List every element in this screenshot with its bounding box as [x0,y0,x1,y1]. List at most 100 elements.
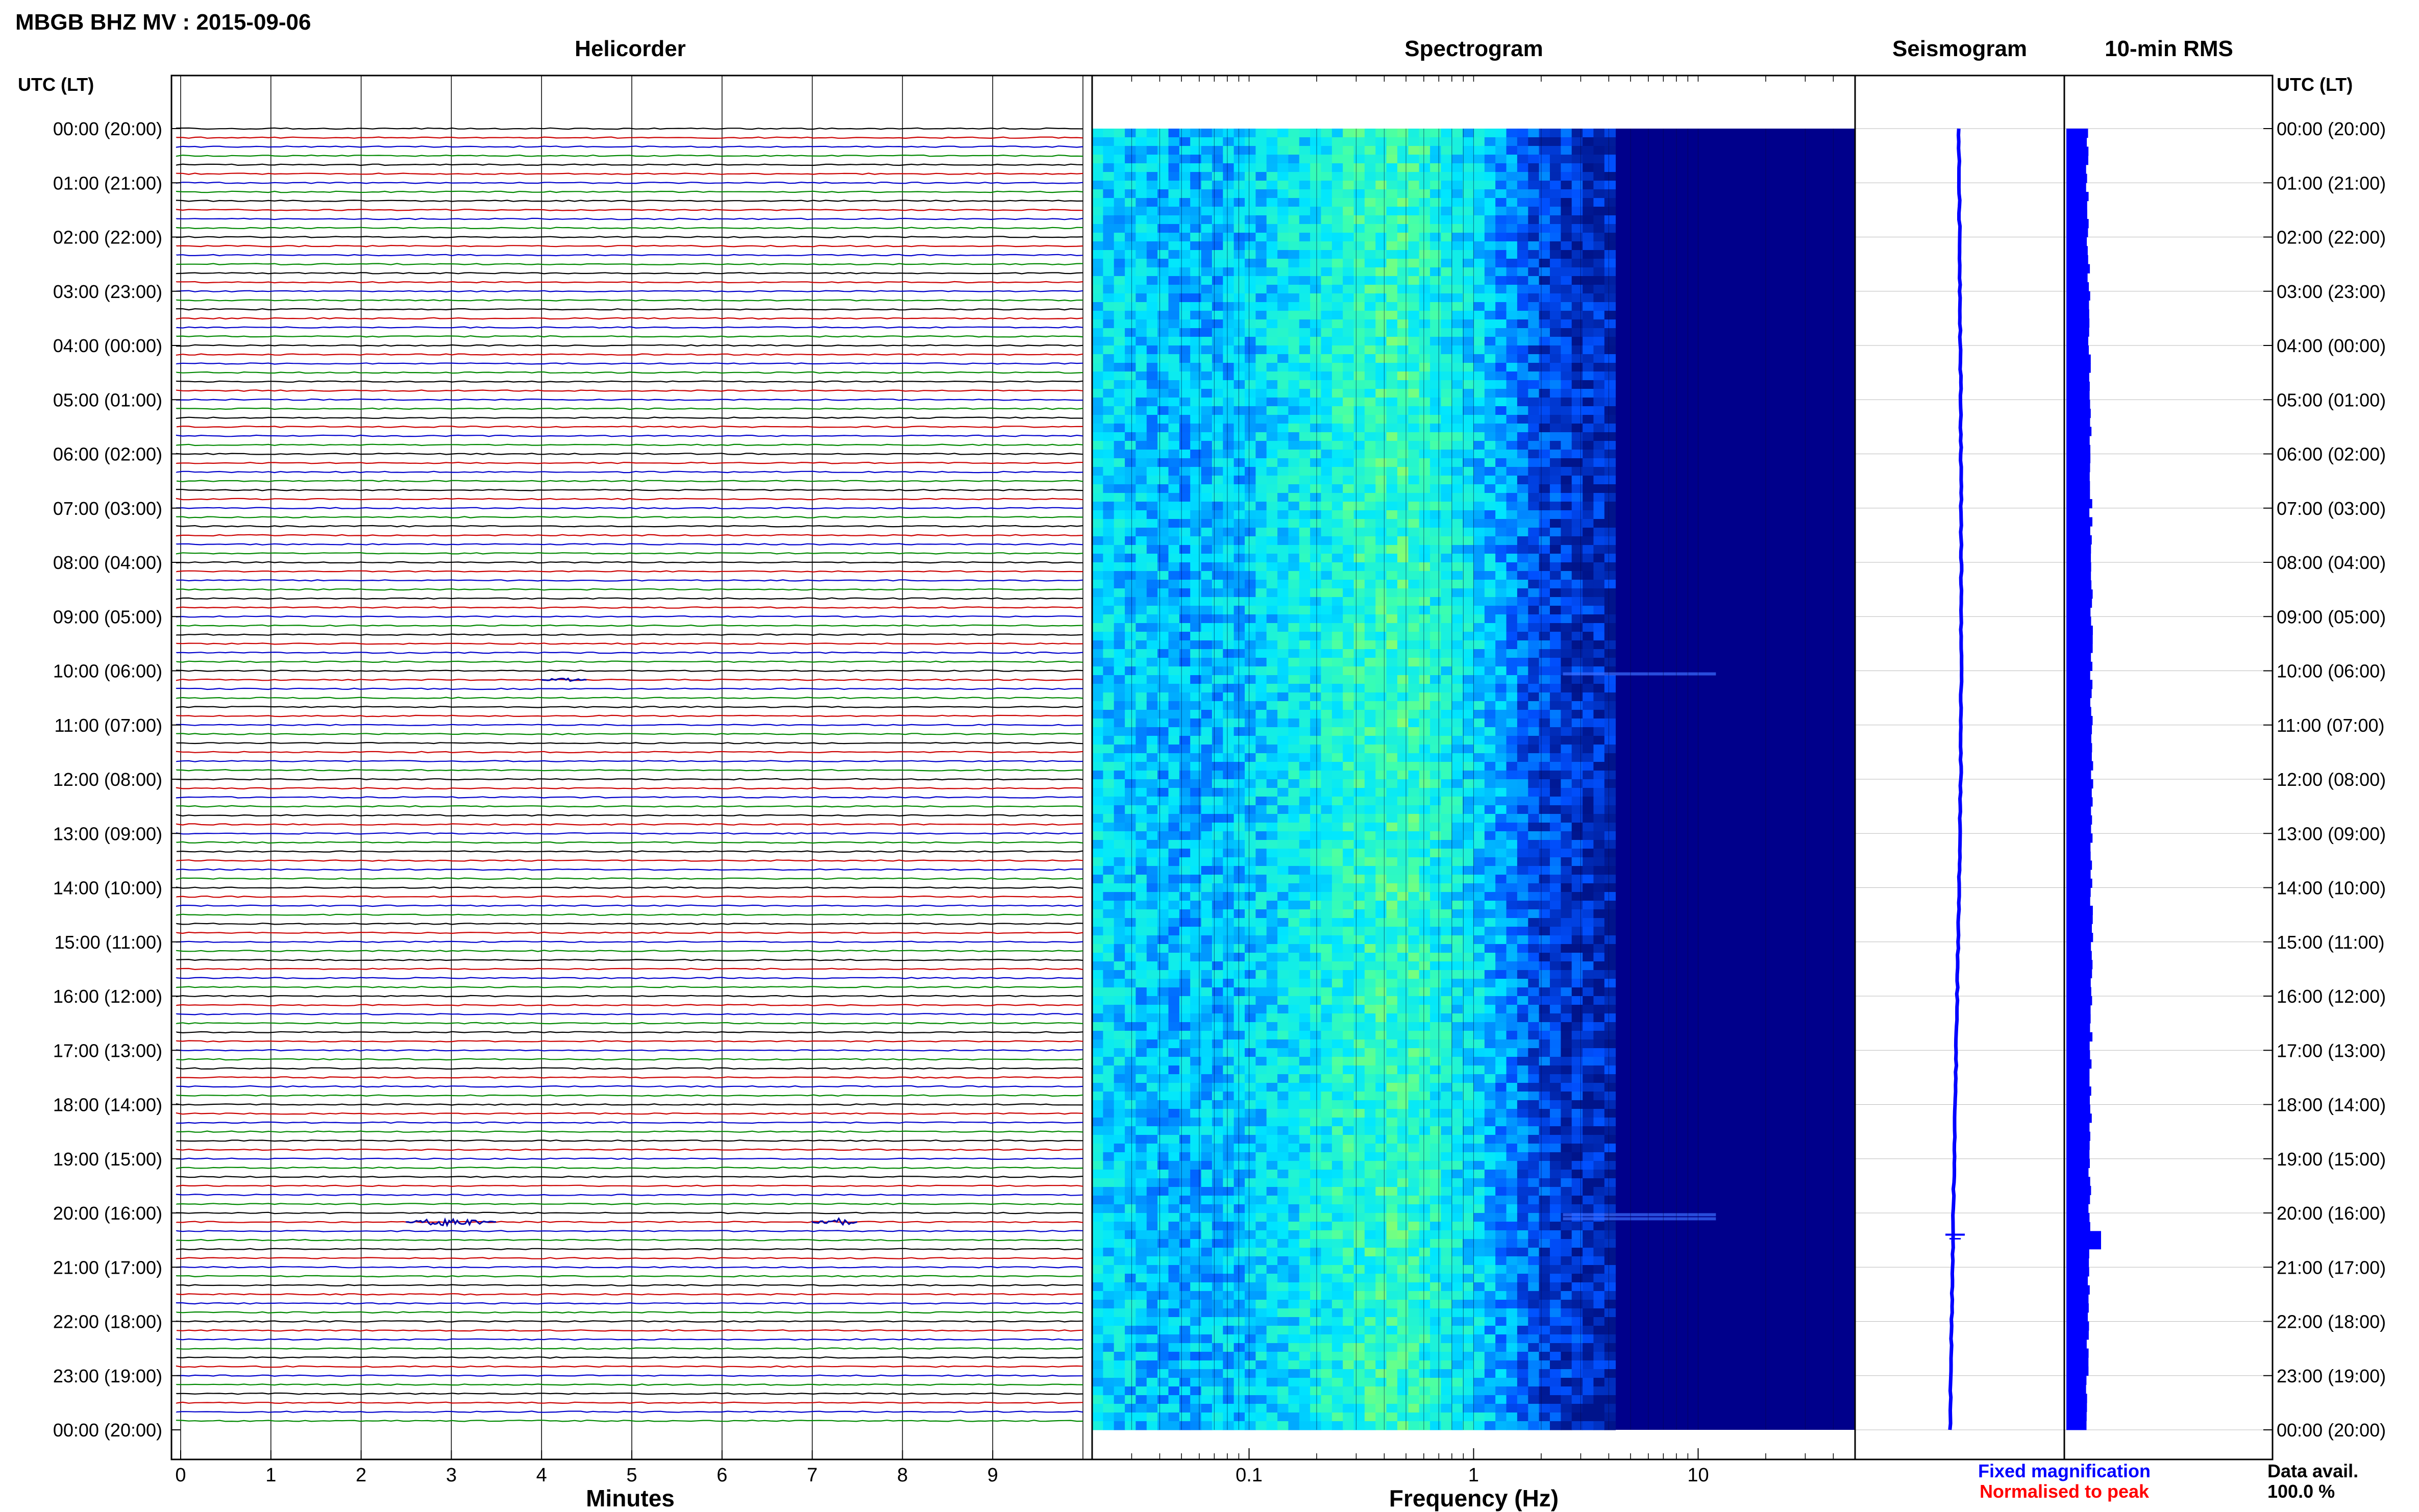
spectrogram-cell [1353,614,1365,624]
spectrogram-cell [1288,1421,1300,1430]
spectrogram-cell [1277,354,1289,363]
spectrogram-cell [1157,1135,1169,1144]
spectrogram-cell [1288,1308,1300,1318]
spectrogram-cell [1397,1317,1409,1326]
spectrogram-cell [1190,1274,1202,1283]
spectrogram-cell [1157,753,1169,762]
spectrogram-cell [1299,788,1311,797]
spectrogram-cell [1233,927,1245,936]
spectrogram-cell [1103,1230,1115,1240]
spectrogram-cell [1343,250,1354,259]
spectrogram-cell [1212,215,1224,225]
spectrogram-cell [1190,771,1202,780]
spectrogram-cell [1190,328,1202,337]
spectrogram-cell [1157,1369,1169,1378]
spectrogram-cell [1136,354,1147,363]
spectrogram-cell [1146,944,1158,953]
spectrogram-cell [1288,502,1300,511]
spectrogram-cell [1103,614,1115,624]
spectrogram-cell [1157,684,1169,693]
spectrogram-cell [1386,207,1398,216]
spectrogram-cell [1343,1126,1354,1135]
spectrogram-cell [1146,779,1158,788]
spectrogram-cell [1212,1308,1224,1318]
spectrogram-cell [1157,580,1169,589]
spectrogram-cell [1212,1421,1224,1430]
spectrogram-cell [1408,701,1420,710]
spectrogram-cell [1245,1404,1256,1413]
spectrogram-cell [1179,354,1191,363]
spectrogram-cell [1408,198,1420,207]
spectrogram-cell [1157,1039,1169,1049]
spectrogram-cell [1168,918,1180,927]
spectrogram-cell [1353,632,1365,641]
spectrogram-cell [1277,1144,1289,1153]
spectrogram-cell [1201,866,1213,875]
spectrogram-cell [1408,1144,1420,1153]
spectrogram-cell [1092,961,1104,971]
spectrogram-cell [1408,623,1420,632]
spectrogram-cell [1212,1196,1224,1205]
spectrogram-cell [1375,1039,1387,1049]
spectrogram-cell [1299,354,1311,363]
spectrogram-cell [1299,1274,1311,1283]
spectrogram-cell [1397,918,1409,927]
spectrogram-cell [1136,762,1147,771]
spectrogram-cell [1441,276,1452,285]
spectrogram-cell [1092,953,1104,962]
spectrogram-cell [1321,987,1332,997]
spectrogram-cell [1364,536,1376,546]
spectrogram-cell [1364,649,1376,658]
spectrogram-cell [1114,371,1125,381]
spectrogram-cell [1331,398,1344,407]
spectrogram-cell [1103,198,1115,207]
spectrogram-cell [1146,189,1158,199]
spectrogram-cell [1233,866,1245,875]
spectrogram-cell [1386,1256,1398,1266]
spectrogram-cell [1430,424,1442,433]
spectrogram-cell [1419,146,1430,155]
spectrogram-cell [1375,389,1387,398]
spectrogram-cell [1419,502,1430,511]
spectrogram-cell [1321,1144,1332,1153]
spectrogram-cell [1223,1109,1235,1118]
spectrogram-cell [1157,1282,1169,1292]
spectrogram-cell [1136,597,1147,606]
spectrogram-cell [1430,1152,1442,1161]
spectrogram-cell [1233,1317,1245,1326]
spectrogram-cell [1386,1395,1398,1404]
spectrogram-cell [1179,345,1191,355]
spectrogram-cell [1310,762,1322,771]
spectrogram-cell [1136,875,1147,884]
spectrogram-cell [1343,424,1354,433]
spectrogram-cell [1353,259,1365,268]
spectrogram-cell [1299,1178,1311,1187]
spectrogram-cell [1233,1109,1245,1118]
spectrogram-cell [1310,918,1322,927]
spectrogram-cell [1408,857,1420,866]
spectrogram-cell [1343,1100,1354,1109]
spectrogram-cell [1441,1126,1452,1135]
spectrogram-cell [1212,614,1224,624]
spectrogram-cell [1441,1395,1452,1404]
spectrogram-cell [1441,510,1452,519]
spectrogram-cell [1375,528,1387,537]
spectrogram-cell [1419,562,1430,572]
spectrogram-cell [1277,692,1289,702]
spectrogram-cell [1168,198,1180,207]
spectrogram-cell [1245,510,1256,519]
spectrogram-cell [1190,354,1202,363]
spectrogram-cell [1441,1300,1452,1309]
spectrogram-cell [1331,415,1344,424]
spectrogram-cell [1364,1109,1376,1118]
spectrogram-cell [1310,233,1322,242]
spectrogram-cell [1386,849,1398,858]
spectrogram-cell [1277,345,1289,355]
spectrogram-cell [1288,1196,1300,1205]
spectrogram-cell [1125,953,1137,962]
spectrogram-cell [1212,1118,1224,1127]
spectrogram-cell [1125,1282,1137,1292]
spectrogram-cell [1321,1057,1332,1066]
spectrogram-cell [1223,710,1235,719]
spectrogram-cell [1364,1100,1376,1109]
